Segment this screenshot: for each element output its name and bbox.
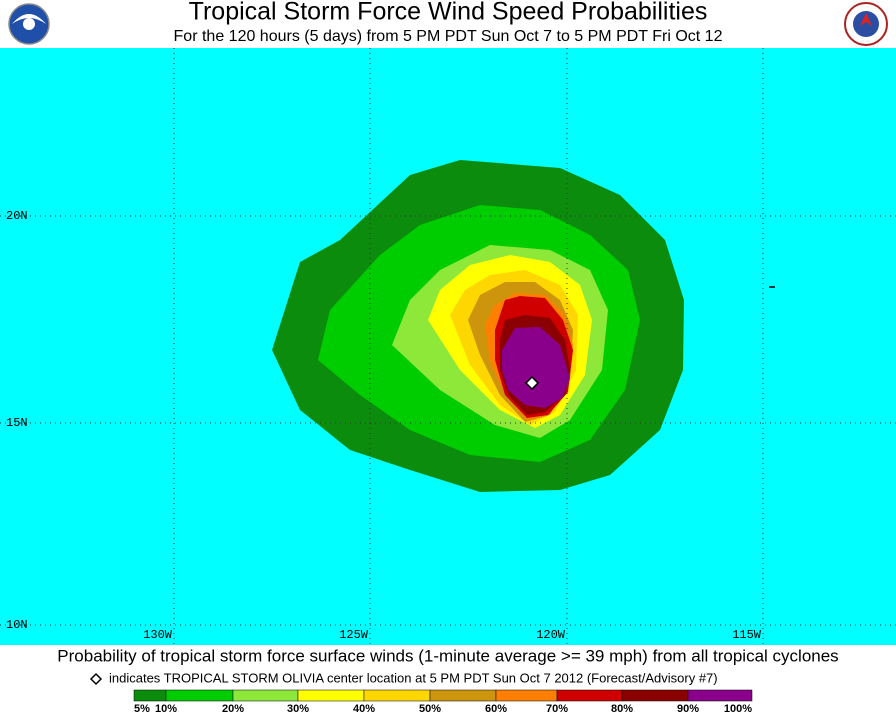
legend-swatch	[165, 689, 234, 702]
lon-label: 125W	[339, 628, 369, 642]
lon-label: 115W	[732, 628, 762, 642]
subtitle: For the 120 hours (5 days) from 5 PM PDT…	[174, 28, 723, 45]
legend-swatch	[133, 689, 167, 702]
lat-label: 15N	[6, 416, 28, 430]
legend-swatch	[297, 689, 365, 702]
legend-label: 50%	[419, 703, 441, 715]
title: Tropical Storm Force Wind Speed Probabil…	[189, 0, 708, 26]
legend-swatch	[232, 689, 299, 702]
lon-label: 130W	[143, 628, 173, 642]
legend-label: 30%	[287, 703, 309, 715]
legend-swatch	[495, 689, 558, 702]
legend-label: 10%	[155, 703, 177, 715]
lat-label: 20N	[6, 209, 28, 223]
note: indicates TROPICAL STORM OLIVIA center l…	[109, 670, 718, 685]
caption: Probability of tropical storm force surf…	[57, 646, 838, 665]
legend-swatch	[621, 689, 689, 702]
legend-label: 70%	[546, 703, 568, 715]
legend-label: 5%	[134, 703, 150, 715]
legend: 5% 10% 20% 30% 40% 50% 60% 70% 80% 90% 100%	[133, 689, 753, 715]
legend-label: 20%	[222, 703, 244, 715]
legend-label: 60%	[485, 703, 507, 715]
legend-swatch	[687, 689, 753, 702]
note-marker	[89, 672, 103, 686]
legend-label: 90%	[677, 703, 699, 715]
probability-contours	[272, 160, 684, 492]
legend-swatch	[429, 689, 497, 702]
graticule: 20N 15N 10N 130W 125W 120W 115W	[0, 48, 896, 645]
legend-label: 40%	[353, 703, 375, 715]
legend-label: 100%	[724, 703, 752, 715]
legend-swatch	[556, 689, 623, 702]
nws-logo	[844, 2, 888, 46]
noaa-logo	[8, 3, 50, 45]
storm-center-marker	[524, 375, 540, 391]
legend-label: 80%	[611, 703, 633, 715]
legend-swatch	[363, 689, 431, 702]
lon-label: 120W	[536, 628, 566, 642]
contour	[502, 327, 570, 408]
lat-label: 10N	[6, 618, 28, 632]
